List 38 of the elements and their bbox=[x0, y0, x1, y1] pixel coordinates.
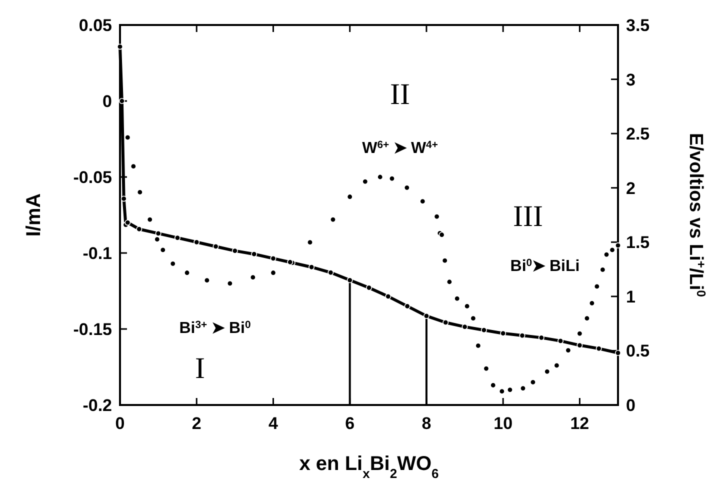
point bbox=[404, 303, 410, 310]
y2-tick-label: 3.5 bbox=[626, 16, 650, 35]
x-axis-title: x en Li$_{x}$Bi$_{2}$WO$_{6}$ bbox=[299, 453, 439, 480]
x-tick-label: 4 bbox=[268, 414, 278, 433]
x-tick-label: 0 bbox=[115, 414, 125, 433]
point bbox=[615, 242, 621, 248]
y2-tick-label: 2 bbox=[626, 178, 636, 198]
point bbox=[519, 332, 526, 339]
annotation: Bi$^{0}$➤ BiLi bbox=[510, 258, 580, 275]
y2-tick-label: 1.5 bbox=[626, 233, 650, 252]
point bbox=[346, 277, 353, 284]
point bbox=[615, 350, 621, 356]
x-tick-label: 6 bbox=[345, 414, 355, 433]
x-tick-label: 12 bbox=[570, 414, 590, 433]
y-tick-label: -0.2 bbox=[82, 396, 112, 415]
point bbox=[596, 346, 602, 352]
y2-tick-label: 3 bbox=[626, 70, 636, 90]
y-tick-label: 0.05 bbox=[78, 16, 112, 35]
y-tick-label: -0.05 bbox=[73, 168, 112, 187]
y-tick-label: 0 bbox=[102, 92, 112, 111]
annotation: I bbox=[195, 352, 205, 385]
point bbox=[136, 226, 142, 232]
annotation: Bi$^{3+}$ ➤ Bi$^{0}$ bbox=[179, 320, 251, 337]
y2-tick-label: 1 bbox=[626, 287, 636, 306]
annotation: III bbox=[513, 200, 543, 233]
point bbox=[328, 270, 334, 276]
y2-tick-label: 2.5 bbox=[626, 124, 650, 144]
annotation: W$^{6+}$ ➤ W$^{4+}$ bbox=[362, 140, 438, 157]
point bbox=[117, 44, 123, 50]
x-tick-label: 2 bbox=[192, 414, 202, 433]
x-tick-label: 8 bbox=[422, 414, 432, 433]
x-tick-label: 10 bbox=[494, 414, 513, 433]
y-tick-label: -0.1 bbox=[82, 244, 112, 263]
y2-tick-label: 0 bbox=[626, 396, 636, 415]
y-tick-label: -0.15 bbox=[73, 320, 112, 339]
y-axis-title: I/mA bbox=[23, 193, 45, 237]
annotation: II bbox=[390, 78, 410, 111]
y2-tick-label: 0.5 bbox=[626, 342, 650, 361]
